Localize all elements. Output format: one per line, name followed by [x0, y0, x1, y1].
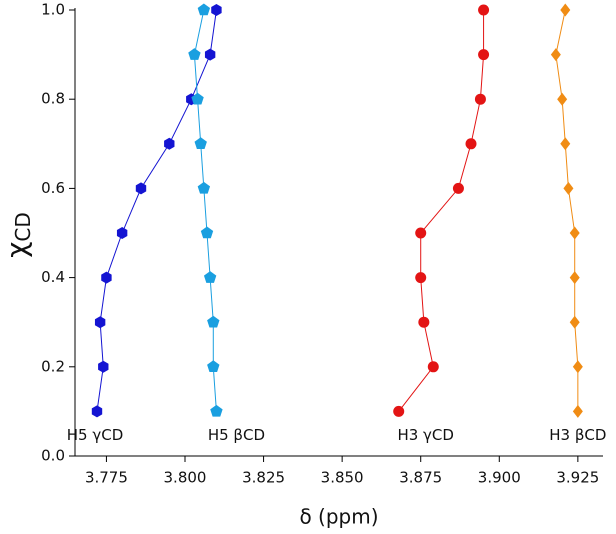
marker	[98, 360, 109, 373]
marker	[197, 181, 211, 194]
marker	[203, 271, 217, 283]
x-tick-label: 3.925	[556, 469, 599, 487]
x-tick-label: 3.775	[85, 469, 128, 487]
series-line	[398, 10, 485, 412]
marker	[194, 137, 207, 150]
y-tick-label: 0.2	[41, 357, 65, 375]
marker	[478, 49, 490, 61]
marker	[207, 360, 220, 373]
series-line	[96, 9, 217, 412]
marker	[452, 182, 464, 194]
marker	[427, 361, 439, 373]
marker	[569, 315, 580, 329]
marker	[188, 48, 201, 60]
y-tick-label: 0.4	[41, 268, 65, 286]
marker	[94, 316, 106, 329]
marker	[474, 93, 486, 105]
marker	[393, 405, 405, 417]
series-label: H5 γCD	[67, 426, 124, 444]
marker	[101, 271, 112, 284]
marker	[135, 182, 147, 195]
marker	[207, 315, 220, 328]
marker	[572, 360, 583, 374]
series-label: H5 βCD	[208, 426, 265, 444]
marker	[569, 226, 580, 240]
marker	[116, 227, 128, 239]
marker	[91, 405, 103, 418]
marker	[200, 226, 214, 239]
y-axis-title-sub: CD	[11, 212, 35, 241]
x-tick-label: 3.900	[478, 469, 521, 487]
marker	[191, 92, 204, 105]
y-axis-title: χCD	[0, 212, 35, 258]
marker	[478, 4, 490, 16]
y-tick-label: 0.6	[41, 179, 65, 197]
marker	[563, 181, 574, 195]
marker	[557, 92, 568, 106]
marker	[550, 48, 561, 62]
marker	[572, 404, 583, 418]
marker	[197, 3, 211, 16]
marker	[211, 4, 222, 16]
marker	[560, 137, 571, 151]
y-axis-title-main: χ	[0, 242, 33, 258]
marker	[164, 137, 175, 150]
y-tick-label: 1.0	[41, 1, 65, 19]
x-tick-label: 3.875	[399, 469, 442, 487]
series-line	[555, 9, 579, 412]
series-line	[193, 9, 217, 412]
x-tick-label: 3.800	[164, 469, 207, 487]
marker	[415, 272, 427, 284]
marker	[415, 227, 427, 239]
marker	[204, 48, 216, 61]
y-tick-label: 0.8	[41, 90, 65, 108]
marker	[418, 316, 430, 328]
series-label: H3 γCD	[397, 426, 454, 444]
x-tick-label: 3.825	[242, 469, 285, 487]
marker	[465, 138, 477, 150]
x-tick-label: 3.850	[321, 469, 364, 487]
marker	[569, 271, 580, 285]
x-axis-title: δ (ppm)	[299, 505, 378, 529]
marker	[560, 3, 571, 17]
series-label: H3 βCD	[549, 426, 606, 444]
y-tick-label: 0.0	[41, 447, 65, 465]
marker	[210, 404, 223, 417]
